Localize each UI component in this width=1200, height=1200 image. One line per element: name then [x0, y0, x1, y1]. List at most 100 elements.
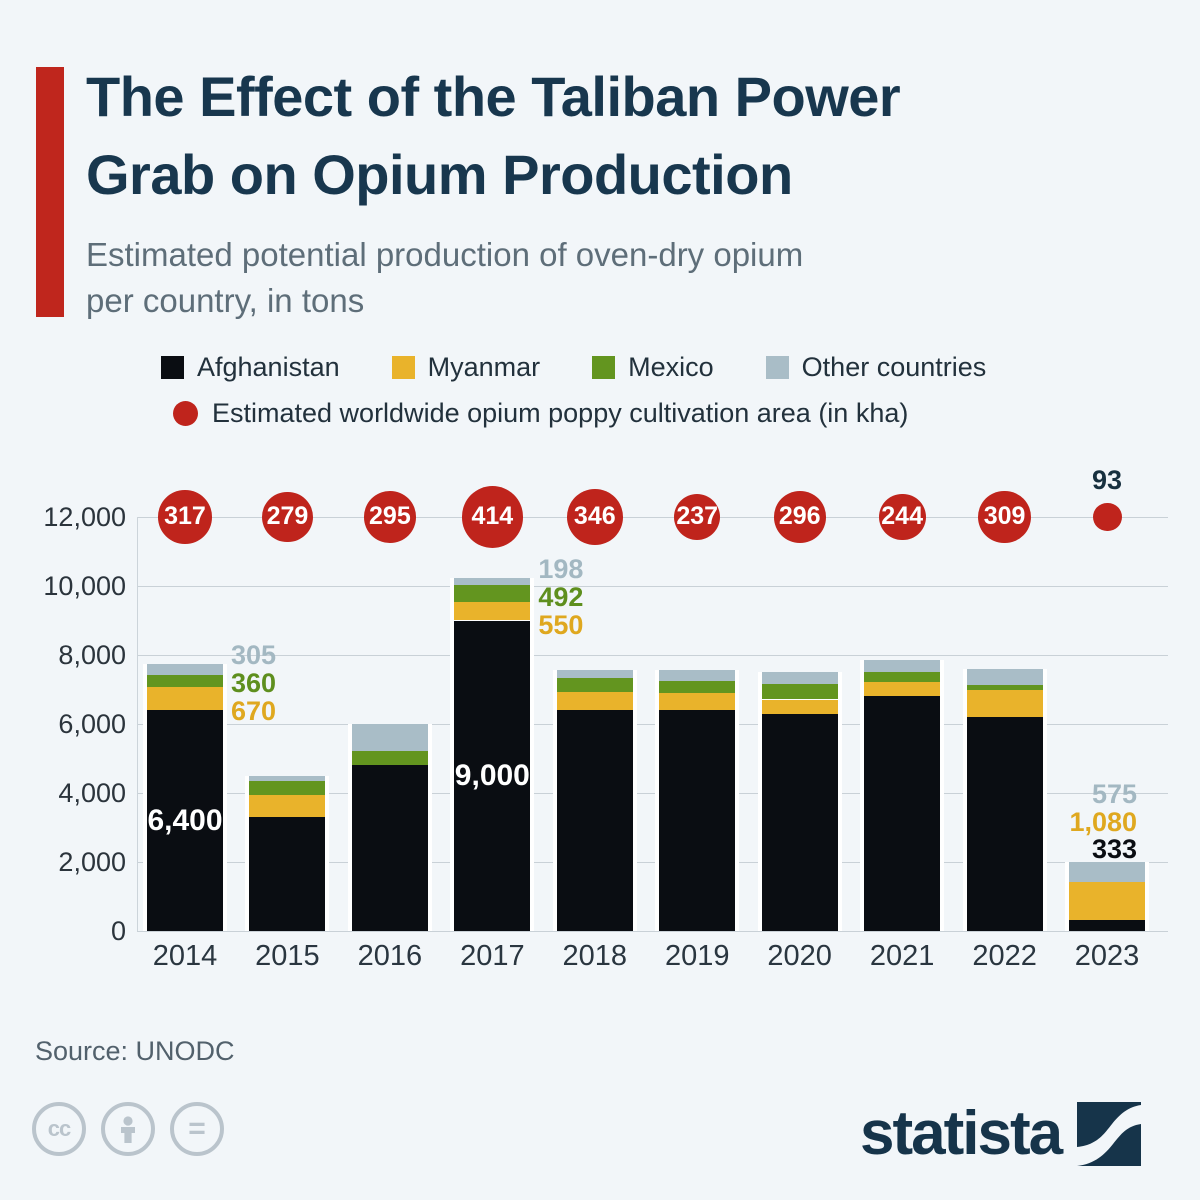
source-note: Source: UNODC: [35, 1036, 235, 1066]
no-derivatives-icon[interactable]: =: [170, 1102, 224, 1156]
bar-segment-mexico: [454, 584, 531, 602]
legend-item-other-countries: Other countries: [765, 352, 986, 383]
legend-item-label: Afghanistan: [197, 351, 340, 382]
segment-above-label: 333: [1091, 834, 1138, 865]
bar-segment-myanmar: [249, 794, 326, 818]
bar-segment-afghanistan: [454, 620, 531, 931]
bar-segment-other-countries: [659, 670, 736, 681]
title-line-1: The Effect of the Taliban Power: [86, 65, 901, 128]
bar-segment-other-countries: [1069, 862, 1146, 883]
legend-swatch-icon: [592, 355, 616, 379]
grid-line: [137, 516, 1168, 518]
bar-segment-myanmar: [147, 687, 223, 711]
cc-icon[interactable]: cc: [32, 1102, 86, 1156]
cultivation-bubble: 244: [878, 493, 926, 541]
segment-above-label: 1,080: [1069, 806, 1138, 837]
bar-segment-myanmar: [659, 692, 736, 711]
legend-swatch-icon: [765, 355, 789, 379]
bar-segment-myanmar: [454, 601, 531, 621]
subtitle-line-2: per country, in tons: [86, 282, 365, 319]
bar-segment-mexico: [556, 677, 633, 693]
bar-segment-afghanistan: [659, 710, 736, 931]
y-tick-label: 4,000: [58, 778, 126, 808]
bar-segment-mexico: [659, 680, 736, 693]
title-accent-bar: [36, 67, 64, 317]
legend-item-mexico: Mexico: [592, 352, 714, 383]
bubble-legend-dot-icon: [173, 400, 198, 426]
statista-wordmark: statista: [860, 1099, 1063, 1168]
bar-segment-afghanistan: [351, 765, 428, 931]
y-tick-label: 0: [110, 916, 126, 946]
bar-segment-mexico: [864, 671, 941, 682]
bar-value-label: 6,400: [147, 803, 223, 837]
segment-above-label: 575: [1091, 779, 1138, 810]
cultivation-bubble: 296: [773, 491, 826, 543]
bar-segment-mexico: [761, 683, 838, 700]
bar-segment-mexico: [249, 780, 326, 795]
bar-segment-myanmar: [761, 699, 838, 714]
license-icons: cc =: [32, 1102, 224, 1156]
x-tick-label: 2019: [664, 940, 730, 972]
segment-side-label: 360: [231, 668, 277, 699]
bar-segment-other-countries: [966, 669, 1043, 685]
page-title: The Effect of the Taliban Power Grab on O…: [86, 58, 1186, 214]
bar-segment-afghanistan: [556, 710, 633, 931]
x-tick-label: 2020: [767, 940, 832, 972]
bar-segment-other-countries: [556, 670, 633, 678]
segment-side-label: 670: [231, 696, 277, 727]
grid-line: [137, 654, 1168, 656]
bubble-value-label: 93: [1092, 464, 1123, 495]
legend-item-myanmar: Myanmar: [391, 351, 541, 383]
stacked-bar-chart: 0 2,000 4,000 6,000 8,000 10,000 12,000 2014 317…: [43, 464, 1168, 972]
y-tick-label: 12,000: [43, 502, 126, 532]
bar-segment-mexico: [351, 750, 428, 766]
bar-segment-myanmar: [966, 689, 1043, 718]
cultivation-bubble: 279: [262, 491, 313, 543]
segment-side-label: 550: [538, 609, 584, 640]
y-tick-label: 8,000: [58, 640, 126, 670]
x-tick-label: 2016: [357, 940, 423, 972]
bar-segment-myanmar: [1069, 882, 1146, 920]
bar-segment-afghanistan: [864, 696, 941, 931]
bar-value-label: 9,000: [454, 758, 530, 792]
title-line-2: Grab on Opium Production: [86, 143, 793, 206]
grid-line: [137, 930, 1168, 932]
bar-segment-other-countries: [351, 724, 428, 751]
y-tick-label: 6,000: [58, 709, 126, 739]
cultivation-bubble: 237: [674, 493, 721, 541]
legend-item-afghanistan: Afghanistan: [161, 352, 340, 383]
x-tick-label: 2021: [869, 940, 935, 972]
bar-segment-afghanistan: [249, 817, 326, 931]
attribution-person-icon[interactable]: [101, 1102, 155, 1156]
x-tick-label: 2014: [152, 940, 218, 972]
bubble-legend-label: Estimated worldwide opium poppy cultivat…: [212, 397, 909, 428]
grid-line: [137, 723, 1168, 725]
bar-segment-afghanistan: [966, 717, 1043, 931]
cultivation-bubble: [1092, 502, 1122, 532]
legend-item-label: Myanmar: [427, 351, 541, 382]
legend-swatch-icon: [391, 355, 415, 379]
legend-swatch-icon: [161, 355, 184, 379]
grid-line: [137, 585, 1168, 587]
chart-subtitle: Estimated potential production of oven-d…: [86, 232, 1086, 324]
statista-logo[interactable]: statista: [860, 1098, 1142, 1169]
grid-line: [137, 792, 1168, 794]
x-tick-label: 2022: [972, 940, 1037, 972]
segment-side-label: 305: [231, 640, 277, 671]
cultivation-bubble: 309: [978, 490, 1031, 544]
x-tick-label: 2023: [1074, 940, 1140, 972]
statista-logo-icon: [1077, 1101, 1142, 1166]
bar-segment-mexico: [966, 684, 1043, 690]
bar-segment-afghanistan: [1069, 919, 1146, 931]
grid-line: [137, 861, 1168, 863]
segment-side-label: 198: [538, 553, 584, 584]
legend-item-label: Mexico: [628, 351, 714, 382]
cultivation-bubble: 317: [158, 490, 212, 544]
bar-segment-afghanistan: [147, 710, 223, 931]
legend: Afghanistan Myanmar Mexico Other countries: [161, 352, 986, 382]
bar-segment-afghanistan: [761, 713, 838, 931]
bar-segment-other-countries: [147, 664, 223, 675]
bar-segment-other-countries: [761, 671, 838, 684]
bar-segment-other-countries: [864, 660, 941, 672]
